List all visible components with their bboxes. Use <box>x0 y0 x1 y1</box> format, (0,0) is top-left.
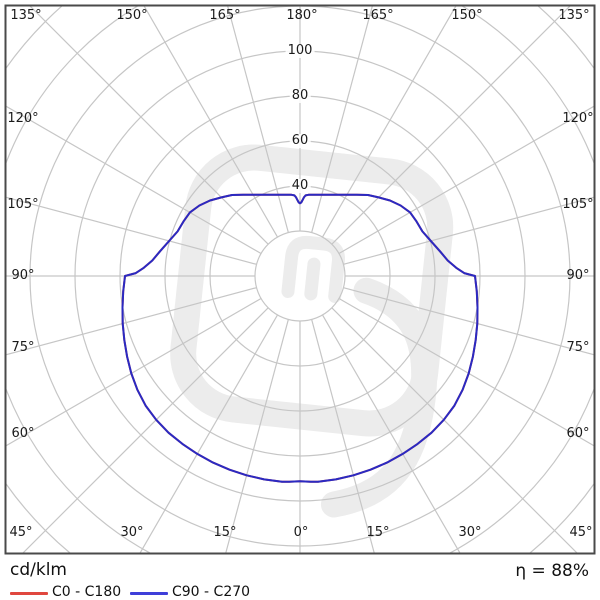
grid-radial-line <box>5 105 262 255</box>
angle-label-bottom: 15° <box>213 525 237 540</box>
plot-border <box>4 4 596 555</box>
grid-radial-line <box>338 297 595 447</box>
angle-label-bottom: 45° <box>9 525 33 540</box>
legend-line-c0-c180 <box>10 592 48 595</box>
angle-label-right: 105° <box>562 197 594 212</box>
grid-radial-line <box>5 196 257 265</box>
angle-label-top: 135° <box>10 8 42 23</box>
angle-label-bottom: 15° <box>366 525 390 540</box>
radial-tick-label: 40 <box>289 178 311 193</box>
legend-line-c90-c270 <box>130 592 168 595</box>
legend-label-c90-c270: C90 - C270 <box>172 584 251 600</box>
angle-label-left: 105° <box>7 197 39 212</box>
grid-radial-line <box>311 5 374 233</box>
grid-radial-line <box>21 307 269 554</box>
angle-label-left: 120° <box>7 111 39 126</box>
angle-label-top: 165° <box>209 8 241 23</box>
grid-radial-line <box>225 319 289 554</box>
grid-radial-line <box>311 319 375 554</box>
grid-radial-line <box>5 297 262 447</box>
radial-tick-label: 100 <box>285 43 315 58</box>
angle-label-right: 120° <box>562 111 594 126</box>
angle-label-top: 135° <box>558 8 590 23</box>
angle-label-top: 180° <box>286 8 318 23</box>
angle-label-right: 75° <box>566 340 590 355</box>
grid-radial-line <box>338 105 595 255</box>
angle-label-left: 60° <box>11 426 35 441</box>
angle-label-left: 75° <box>11 340 35 355</box>
grid-radial-line <box>5 287 257 356</box>
angle-label-top: 150° <box>451 8 483 23</box>
angle-label-bottom: 30° <box>458 525 482 540</box>
efficiency-value: η = 88% <box>515 561 589 581</box>
grid-radial-line <box>321 314 461 554</box>
angle-label-left: 90° <box>11 268 35 283</box>
angle-label-right: 90° <box>566 268 590 283</box>
angle-label-top: 150° <box>116 8 148 23</box>
unit-label: cd/klm <box>10 560 67 580</box>
grid-radial-line <box>321 5 457 238</box>
grid-radial-line <box>226 5 289 233</box>
legend-label-c0-c180: C0 - C180 <box>52 584 122 600</box>
radial-tick-label: 60 <box>289 133 311 148</box>
angle-label-bottom: 0° <box>293 525 309 540</box>
angle-label-top: 165° <box>362 8 394 23</box>
angle-label-bottom: 30° <box>120 525 144 540</box>
grid-radial-line <box>343 196 595 265</box>
grid-radial-line <box>331 5 572 245</box>
angle-label-bottom: 45° <box>569 525 593 540</box>
grid-radial-line <box>143 5 279 238</box>
c90-c270-curve <box>121 193 479 483</box>
angle-label-right: 60° <box>566 426 590 441</box>
grid-radial-line <box>28 5 269 245</box>
grid-radial-line <box>139 314 279 554</box>
radial-tick-label: 80 <box>289 88 311 103</box>
legend: C0 - C180 C90 - C270 <box>0 584 600 600</box>
grid-radial-line <box>343 287 595 356</box>
watermark-logo <box>170 144 454 518</box>
grid-radial-line <box>331 307 579 554</box>
